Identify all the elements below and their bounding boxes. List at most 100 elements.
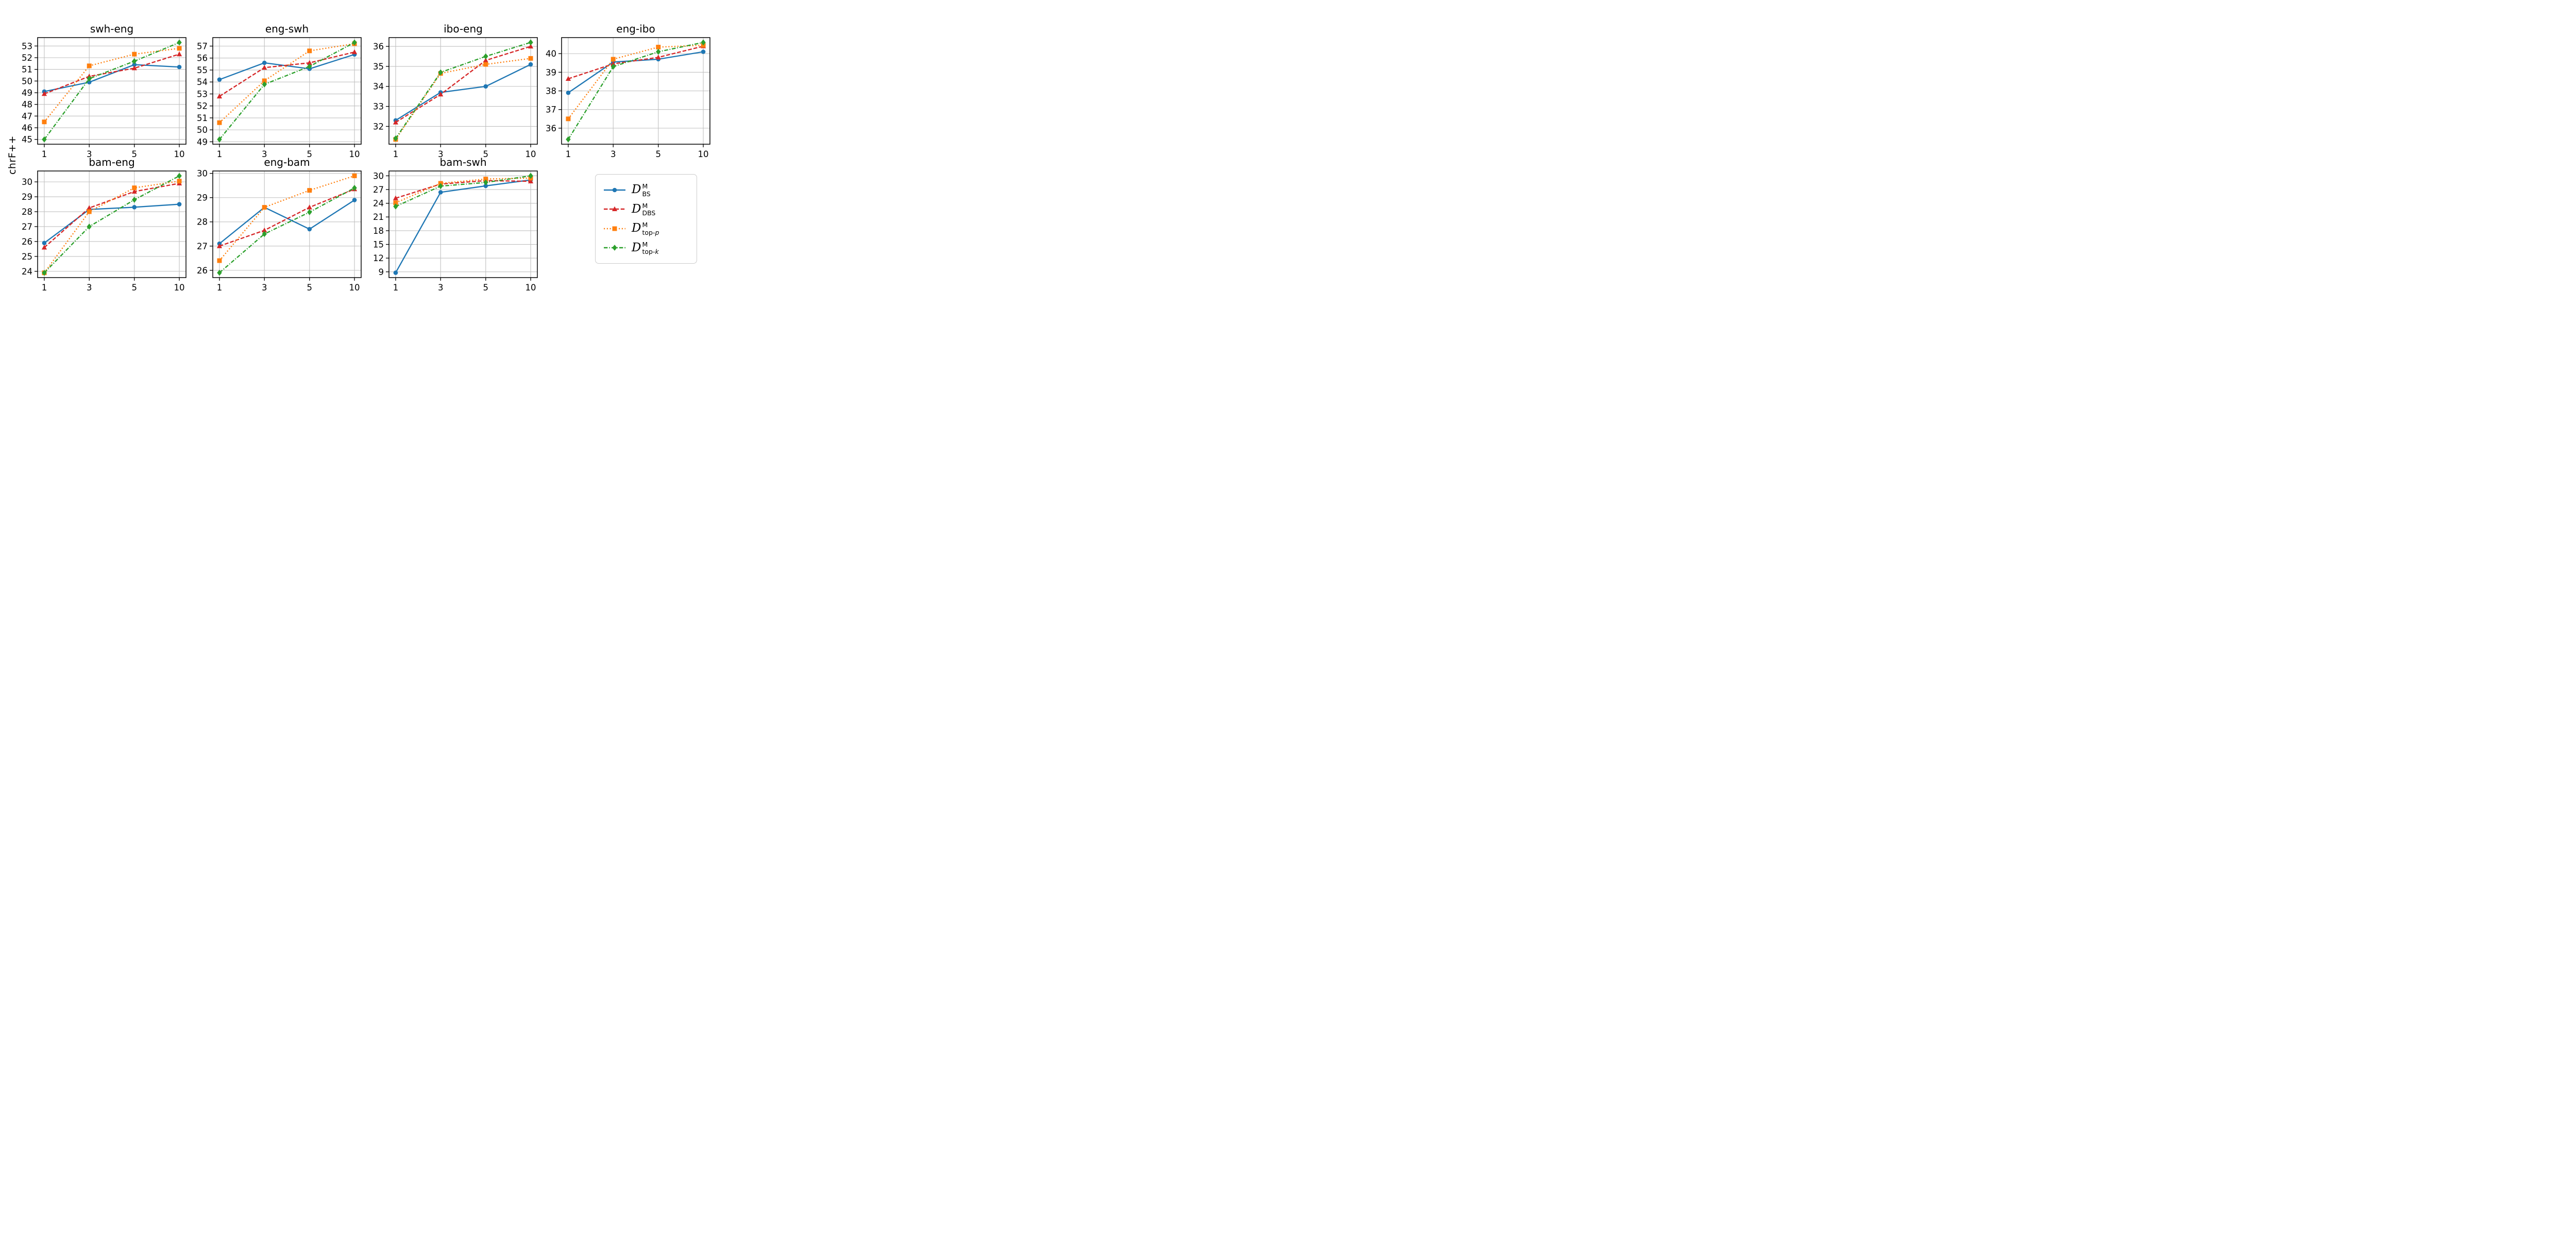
marker-D^M_DBS [393,195,399,200]
marker-D^M_DBS [176,51,182,57]
marker-D^M_BS [566,90,571,95]
y-tick-label: 54 [197,77,208,87]
marker-D^M_BS [262,60,267,65]
marker-D^M_DBS [565,76,571,81]
marker-D^M_BS [132,205,137,210]
marker-D^M_top-p [352,173,357,178]
x-tick-label: 1 [42,149,47,159]
axes-frame [37,170,187,278]
x-tick-label: 3 [438,149,444,159]
y-tick-label: 24 [373,199,384,209]
y-tick-label: 26 [22,237,32,247]
marker-D^M_top-k [611,63,616,70]
marker-D^M_top-p [656,44,661,49]
marker-D^M_top-p [307,48,312,54]
y-tick-label: 27 [373,185,384,195]
legend-label-sub: DBS [642,209,656,217]
series-line-D^M_DBS [395,45,531,123]
marker-D^M_top-k [42,136,47,143]
marker-D^M_BS [528,62,533,67]
subplot-eng-ibo: 36 37 38 39 40 1 3 5 10 eng-ibo [546,23,710,159]
series-line-D^M_top-p [219,175,355,261]
y-tick-label: 33 [373,102,384,112]
x-tick-label: 1 [566,149,571,159]
y-tick-label: 52 [197,101,208,111]
marker-D^M_top-p [483,62,488,67]
subplot-eng-swh: 49 50 51 52 53 54 55 56 57 1 3 5 10 eng-swh [197,23,362,159]
y-tick-label: 45 [22,135,32,145]
x-tick-label: 5 [307,283,313,293]
x-tick-label: 3 [438,283,444,293]
marker-D^M_BS [352,198,357,202]
y-tick-label: 30 [197,169,208,179]
marker-D^M_BS [612,187,617,193]
marker-D^M_DBS [131,188,137,194]
marker-D^M_top-p [483,177,488,182]
x-tick-label: 5 [483,149,489,159]
marker-D^M_DBS [611,61,616,66]
marker-D^M_top-p [217,120,222,125]
series-line-D^M_DBS [568,45,704,80]
marker-D^M_top-k [177,173,182,179]
legend-sample-D^M_top-p [604,226,625,231]
marker-D^M_BS [438,190,443,195]
y-tick-label: 30 [373,171,384,181]
y-tick-label: 52 [22,53,32,63]
marker-D^M_top-k [262,231,267,237]
marker-D^M_BS [132,62,137,67]
marker-D^M_top-p [177,179,182,184]
marker-D^M_DBS [41,91,47,96]
legend-sample-D^M_DBS [604,206,625,212]
marker-D^M_DBS [612,206,618,212]
series-line-D^M_top-k [44,175,180,273]
marker-D^M_DBS [131,65,137,71]
subplot-bam-swh: 9 12 15 18 21 24 27 30 1 3 5 10 bam-swh [373,156,538,293]
marker-D^M_top-k [307,209,312,215]
subplot-title: eng-ibo [616,23,655,35]
legend-sample-D^M_BS [604,187,625,193]
marker-D^M_DBS [351,49,358,55]
series-line-D^M_top-k [44,42,180,140]
series-line-D^M_BS [395,63,531,121]
x-tick-label: 10 [174,149,185,159]
y-tick-label: 47 [22,111,32,121]
marker-D^M_top-p [262,78,267,83]
y-tick-label: 49 [197,137,208,147]
y-tick-label: 24 [22,267,32,277]
marker-D^M_top-k [483,53,488,60]
marker-D^M_top-k [307,63,312,70]
y-tick-label: 27 [197,242,208,251]
legend-label-sub: BS [642,190,651,198]
y-tick-label: 57 [197,41,208,51]
x-tick-label: 5 [483,283,489,293]
marker-D^M_top-p [87,209,92,214]
marker-D^M_BS [393,270,398,275]
y-tick-label: 25 [22,252,32,262]
series-line-D^M_top-p [395,58,531,140]
series-line-D^M_DBS [395,180,531,199]
axes-frame [388,170,538,278]
subplot-title: bam-swh [439,156,486,168]
x-tick-label: 5 [132,149,138,159]
series-line-D^M_BS [395,179,531,273]
marker-D^M_top-k [438,183,443,190]
legend-label-sub-italic: k [655,248,659,256]
series-line-D^M_top-p [44,180,180,273]
legend-entry-D^M_BS: D M BS [603,183,689,197]
y-tick-label: 9 [379,267,384,277]
marker-D^M_DBS [393,119,399,125]
legend-entry-D^M_DBS: D M DBS [603,202,689,216]
marker-D^M_top-k [262,81,267,88]
legend-label-base: D [632,202,641,216]
y-tick-label: 28 [197,217,208,227]
marker-D^M_top-p [566,116,571,122]
y-tick-label: 46 [22,123,32,133]
x-tick-label: 5 [307,149,313,159]
y-tick-label: 18 [373,226,384,236]
axes-frame [37,37,187,145]
marker-D^M_top-k [217,269,222,276]
